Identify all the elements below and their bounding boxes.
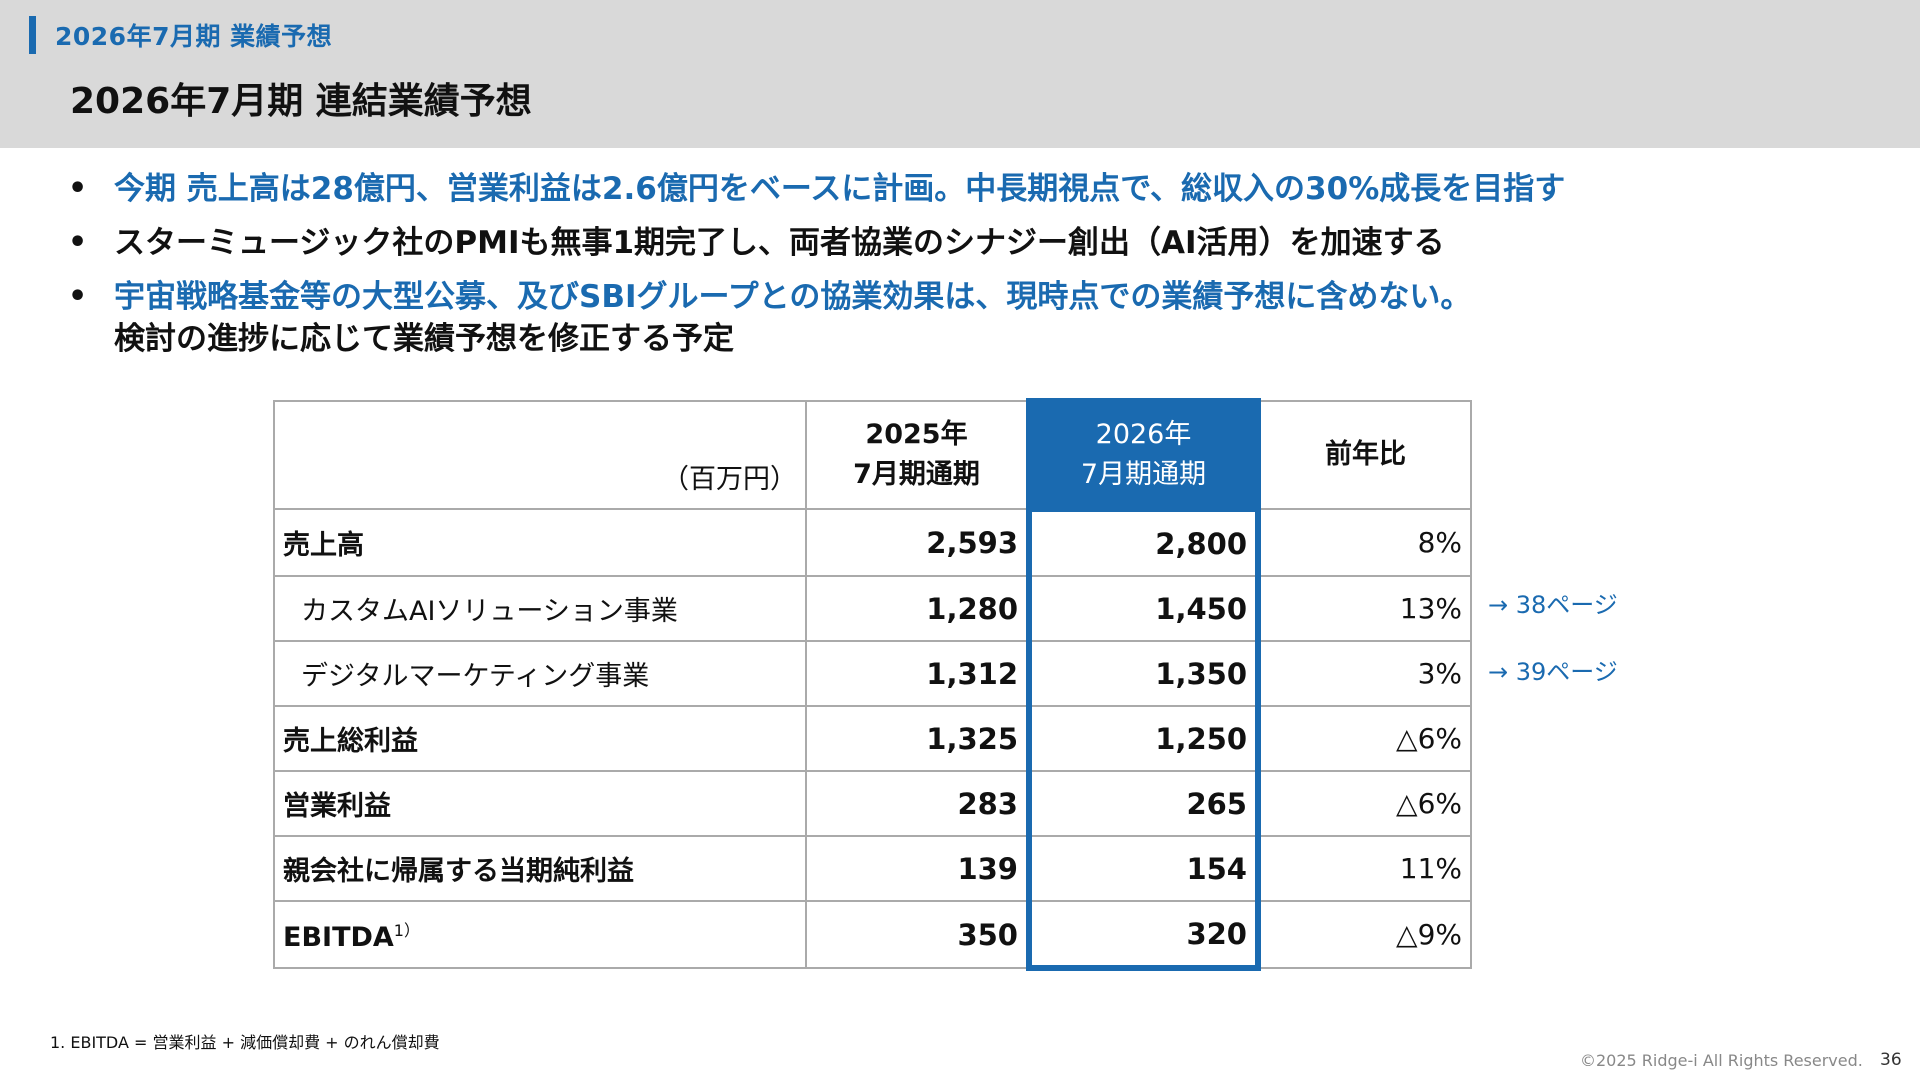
table-row: デジタルマーケティング事業 1,312 1,350 3%	[273, 640, 1472, 707]
bullet-text-line2: 検討の進捗に応じて業績予想を修正する予定	[114, 321, 734, 357]
copyright: ©2025 Ridge-i All Rights Reserved.	[1580, 1051, 1863, 1070]
col-header-fy2026-line1: 2026年	[1095, 419, 1192, 450]
cell-fy2025: 1,312	[805, 640, 1030, 707]
bullet-item: • スターミュージック社のPMIも無事1期完了し、両者協業のシナジー創出（AI活…	[68, 222, 1868, 264]
cell-fy2025: 1,325	[805, 705, 1030, 772]
bullet-item: • 宇宙戦略基金等の大型公募、及びSBIグループとの協業効果は、現時点での業績予…	[68, 276, 1868, 360]
cell-yoy: 8%	[1257, 508, 1472, 577]
row-label: 売上高	[273, 508, 807, 577]
cell-fy2025: 283	[805, 770, 1030, 837]
cell-fy2026: 154	[1026, 835, 1261, 902]
cell-fy2026: 1,250	[1026, 705, 1261, 772]
cell-yoy: △9%	[1257, 900, 1472, 969]
col-header-fy2025-line1: 2025年	[865, 419, 968, 450]
row-label: 営業利益	[273, 770, 807, 837]
bullet-dot-icon: •	[68, 225, 88, 260]
bullet-item: • 今期 売上高は28億円、営業利益は2.6億円をベースに計画。中長期視点で、総…	[68, 168, 1868, 210]
cell-fy2026: 1,350	[1026, 640, 1261, 707]
table-row: 売上高 2,593 2,800 8%	[273, 508, 1472, 577]
footnote-marker: 1）	[393, 920, 420, 940]
cell-fy2026: 265	[1026, 770, 1261, 837]
page-number: 36	[1880, 1050, 1902, 1070]
cell-fy2025: 139	[805, 835, 1030, 902]
section-label: 2026年7月期 業績予想	[55, 22, 333, 51]
page-title: 2026年7月期 連結業績予想	[70, 81, 532, 122]
table-header-row: （百万円） 2025年 7月期通期 2026年 7月期通期 前年比	[273, 398, 1472, 512]
forecast-table: （百万円） 2025年 7月期通期 2026年 7月期通期 前年比 売上高 2,…	[273, 398, 1472, 971]
bullet-text: スターミュージック社のPMIも無事1期完了し、両者協業のシナジー創出（AI活用）…	[114, 225, 1445, 261]
row-label: EBITDA	[283, 921, 394, 953]
table-row: 親会社に帰属する当期純利益 139 154 11%	[273, 835, 1472, 902]
cell-fy2025: 1,280	[805, 575, 1030, 642]
cell-fy2026: 320	[1026, 900, 1261, 971]
table-row: 営業利益 283 265 △6%	[273, 770, 1472, 837]
col-header-fy2025-line2: 7月期通期	[853, 459, 980, 490]
section-accent-bar	[29, 16, 36, 54]
page-ref-link[interactable]: → 38ページ	[1488, 591, 1618, 619]
table-row: EBITDA1） 350 320 △9%	[273, 900, 1472, 971]
footnote: 1. EBITDA = 営業利益 + 減価償却費 + のれん償却費	[50, 1033, 440, 1052]
unit-label: （百万円）	[273, 400, 807, 510]
cell-yoy: △6%	[1257, 770, 1472, 837]
col-header-yoy: 前年比	[1257, 400, 1472, 510]
cell-fy2026: 2,800	[1026, 508, 1261, 577]
table-row: 売上総利益 1,325 1,250 △6%	[273, 705, 1472, 772]
cell-yoy: 13%	[1257, 575, 1472, 642]
cell-fy2025: 350	[805, 900, 1030, 969]
cell-yoy: △6%	[1257, 705, 1472, 772]
row-label: デジタルマーケティング事業	[273, 640, 807, 707]
col-header-fy2026-line2: 7月期通期	[1080, 459, 1207, 490]
bullet-dot-icon: •	[68, 171, 88, 206]
bullet-list: • 今期 売上高は28億円、営業利益は2.6億円をベースに計画。中長期視点で、総…	[68, 168, 1868, 372]
table-row: カスタムAIソリューション事業 1,280 1,450 13%	[273, 575, 1472, 642]
col-header-fy2025: 2025年 7月期通期	[805, 400, 1030, 510]
row-label: 売上総利益	[273, 705, 807, 772]
bullet-text: 宇宙戦略基金等の大型公募、及びSBIグループとの協業効果は、現時点での業績予想に…	[114, 279, 1472, 315]
slide-header: 2026年7月期 業績予想 2026年7月期 連結業績予想	[0, 0, 1920, 148]
page-ref-link[interactable]: → 39ページ	[1488, 658, 1618, 686]
cell-fy2025: 2,593	[805, 508, 1030, 577]
row-label: カスタムAIソリューション事業	[273, 575, 807, 642]
row-label-ebitda: EBITDA1）	[273, 900, 807, 969]
cell-fy2026: 1,450	[1026, 575, 1261, 642]
cell-yoy: 11%	[1257, 835, 1472, 902]
bullet-dot-icon: •	[68, 279, 88, 314]
cell-yoy: 3%	[1257, 640, 1472, 707]
row-label: 親会社に帰属する当期純利益	[273, 835, 807, 902]
col-header-fy2026: 2026年 7月期通期	[1026, 398, 1261, 512]
bullet-text: 今期 売上高は28億円、営業利益は2.6億円をベースに計画。中長期視点で、総収入…	[114, 171, 1566, 207]
